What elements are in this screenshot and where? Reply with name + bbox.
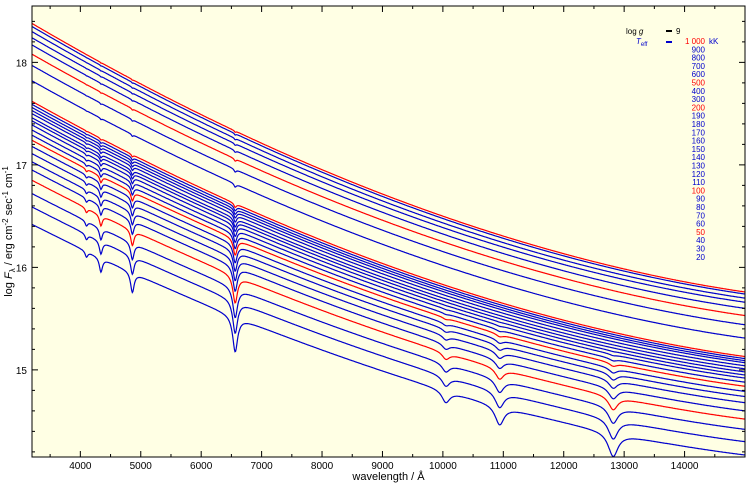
series-line-50 — [31, 179, 746, 420]
series-line-190 — [31, 103, 746, 360]
series-line-700 — [31, 37, 746, 303]
series-line-600 — [31, 44, 746, 309]
legend-entry: 300 — [692, 95, 706, 104]
legend-entry: 60 — [696, 220, 705, 229]
legend-teff-label: Teff — [636, 37, 648, 48]
series-line-90 — [31, 145, 746, 392]
x-tick-label: 6000 — [190, 461, 213, 472]
legend-entry: 600 — [692, 70, 706, 79]
series-line-900 — [31, 26, 746, 295]
legend-entry: 100 — [692, 186, 706, 195]
legend-entry: 50 — [696, 228, 705, 237]
series-line-130 — [31, 124, 746, 376]
series-line-200 — [31, 100, 746, 358]
series-line-30 — [31, 206, 746, 443]
series-lines — [31, 22, 746, 458]
legend-entry: 40 — [696, 236, 705, 245]
legend-entry: 30 — [696, 245, 705, 254]
series-line-120 — [31, 129, 746, 379]
plot-frame — [31, 5, 746, 458]
legend-entry: 20 — [696, 253, 705, 262]
y-axis-label: log Fλ / erg cm-2 sec-1 cm-1 — [1, 166, 17, 297]
y-tick-label: 18 — [16, 58, 28, 69]
series-line-20 — [31, 223, 746, 458]
legend-entry: 120 — [692, 170, 706, 179]
legend-entry: 180 — [692, 120, 706, 129]
series-line-160 — [31, 113, 746, 367]
legend-unit: kK — [709, 37, 719, 46]
legend-logg-label: log g — [626, 27, 644, 36]
x-tick-label: 4000 — [69, 461, 92, 472]
legend-entry: 150 — [692, 145, 706, 154]
legend-entry: 200 — [692, 103, 706, 112]
series-line-40 — [31, 193, 746, 430]
series-line-80 — [31, 153, 745, 398]
legend-entry: 90 — [696, 195, 705, 204]
legend-entry: 70 — [696, 211, 705, 220]
legend-entry: 800 — [692, 54, 706, 63]
legend-entry: 700 — [692, 62, 706, 71]
series-line-1000 — [31, 22, 746, 293]
legend-entry: 400 — [692, 87, 706, 96]
x-tick-label: 10000 — [429, 461, 457, 472]
legend-entry: 140 — [692, 153, 706, 162]
legend-entry: 130 — [692, 162, 706, 171]
legend-entry: 80 — [696, 203, 705, 212]
series-line-70 — [31, 161, 746, 404]
x-tick-label: 14000 — [671, 461, 699, 472]
legend-entry: 170 — [692, 128, 706, 137]
legend-entry: 160 — [692, 137, 706, 146]
series-line-500 — [31, 53, 746, 317]
series-line-170 — [31, 110, 746, 364]
y-tick-label: 15 — [16, 366, 28, 377]
series-line-400 — [31, 64, 746, 326]
legend-entry: 900 — [692, 45, 706, 54]
series-line-800 — [31, 31, 746, 299]
x-tick-label: 13000 — [610, 461, 638, 472]
legend-logg-value: 9 — [676, 27, 681, 36]
legend-entry: 190 — [692, 112, 706, 121]
legend-entry: 1 000 — [685, 37, 706, 46]
x-tick-label: 8000 — [311, 461, 334, 472]
series-line-110 — [31, 134, 746, 383]
legend-entry: 110 — [692, 178, 705, 187]
x-tick-label: 11000 — [490, 461, 518, 472]
x-tick-label: 5000 — [130, 461, 153, 472]
plot-background — [32, 6, 745, 457]
series-line-180 — [31, 106, 746, 362]
legend-entry: 500 — [692, 79, 706, 88]
series-line-300 — [31, 80, 746, 339]
y-axis-ticks: 15 16 17 18 — [16, 20, 745, 453]
x-axis-label: wavelength / Å — [351, 470, 425, 483]
series-line-150 — [31, 117, 746, 370]
series-line-60 — [31, 169, 746, 412]
y-tick-label: 16 — [16, 263, 28, 274]
y-tick-label: 17 — [16, 161, 28, 172]
x-tick-label: 9000 — [371, 461, 394, 472]
series-line-100 — [31, 139, 746, 387]
series-line-140 — [31, 120, 746, 373]
x-axis-ticks: 4000 5000 6000 7000 8000 9000 10000 11000 12000 1… — [49, 6, 716, 472]
x-tick-label: 12000 — [550, 461, 578, 472]
x-tick-label: 7000 — [250, 461, 273, 472]
